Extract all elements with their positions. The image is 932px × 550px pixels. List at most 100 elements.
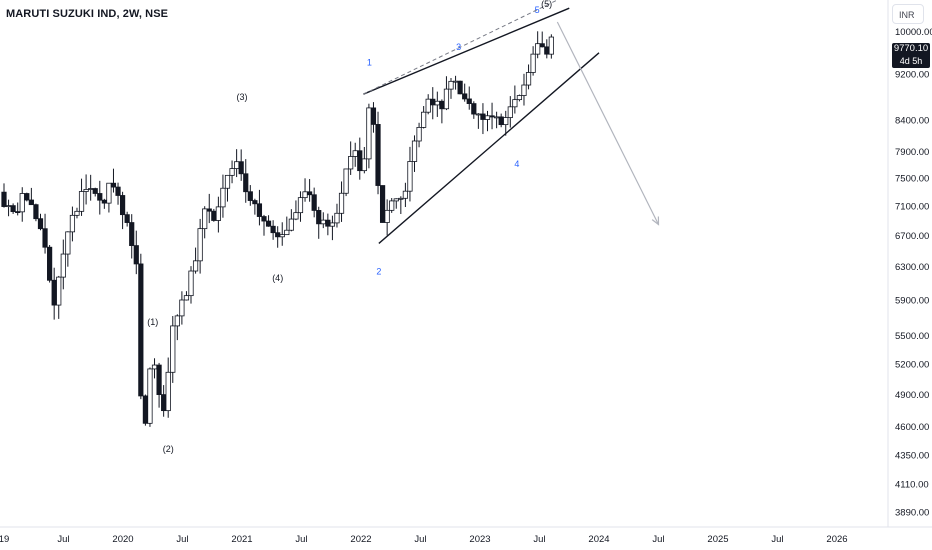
candle-up[interactable] [338,192,345,214]
candle-down[interactable] [10,205,16,213]
candle-down[interactable] [370,107,377,125]
candle-up[interactable] [78,191,85,212]
candle-up[interactable] [334,212,340,224]
candle-up[interactable] [425,98,431,113]
candle-up[interactable] [215,206,221,221]
candle-down[interactable] [133,245,139,265]
candle-up[interactable] [88,188,94,190]
candle-down[interactable] [28,199,34,206]
candle-down[interactable] [357,150,363,172]
candle-up[interactable] [56,276,62,306]
candle-up[interactable] [302,191,308,199]
candle-up[interactable] [407,161,413,192]
candle-down[interactable] [101,199,107,204]
candle-down[interactable] [539,43,545,48]
dashed-trendline[interactable] [363,0,558,95]
candle-up[interactable] [297,197,304,214]
candle-up[interactable] [384,209,390,223]
candle-up[interactable] [165,371,171,412]
candle-up[interactable] [521,84,527,96]
candle-down[interactable] [97,193,103,201]
candle-up[interactable] [147,368,153,424]
candle-down[interactable] [47,246,53,281]
candle-up[interactable] [202,208,208,230]
candle-up[interactable] [507,106,513,118]
candle-down[interactable] [211,210,217,221]
candle-down[interactable] [466,98,472,104]
candle-up[interactable] [320,219,326,225]
candle-up[interactable] [179,299,185,317]
candle-up[interactable] [475,113,481,116]
candle-down[interactable] [15,211,21,214]
candle-down[interactable] [119,195,126,216]
candle-down[interactable] [439,100,445,110]
currency-button[interactable]: INR [892,4,924,24]
candle-down[interactable] [307,191,313,196]
candle-up[interactable] [19,193,25,213]
candle-down[interactable] [480,113,486,120]
candle-up[interactable] [421,111,427,128]
candle-up[interactable] [284,229,290,236]
candle-down[interactable] [462,93,468,100]
candle-up[interactable] [452,80,459,83]
candle-down[interactable] [33,204,39,220]
candle-up[interactable] [174,315,180,327]
candle-down[interactable] [243,173,249,193]
candle-down[interactable] [24,193,30,201]
candle-up[interactable] [448,80,454,90]
candle-down[interactable] [252,200,258,205]
wedge-trendline[interactable] [363,7,570,95]
candle-up[interactable] [503,117,509,126]
candle-down[interactable] [51,279,57,306]
candle-up[interactable] [535,43,541,55]
candle-up[interactable] [60,253,66,278]
candle-up[interactable] [83,189,89,192]
candle-up[interactable] [293,212,299,220]
candle-up[interactable] [192,260,199,272]
candle-up[interactable] [484,115,491,120]
candle-up[interactable] [151,364,158,370]
candle-up[interactable] [494,116,500,119]
candle-down[interactable] [275,232,281,238]
candle-up[interactable] [65,231,71,255]
candle-down[interactable] [138,263,144,397]
candle-down[interactable] [375,124,381,186]
candle-up[interactable] [366,107,372,160]
candle-up[interactable] [5,205,12,208]
candle-down[interactable] [498,116,504,126]
candle-up[interactable] [234,161,240,169]
candle-up[interactable] [183,295,190,301]
candle-down[interactable] [256,203,263,217]
candle-down[interactable] [161,394,167,412]
candle-up[interactable] [389,200,395,211]
candle-up[interactable] [188,270,194,297]
candle-down[interactable] [379,185,386,223]
candle-up[interactable] [434,100,440,106]
candle-up[interactable] [229,168,235,176]
candle-up[interactable] [516,95,523,101]
candle-up[interactable] [402,190,408,199]
candle-down[interactable] [471,103,477,115]
candle-up[interactable] [398,197,404,200]
candle-up[interactable] [279,234,285,238]
candle-up[interactable] [411,140,418,162]
candle-up[interactable] [393,198,399,202]
candle-down[interactable] [42,228,48,248]
candle-down[interactable] [115,186,121,196]
candle-down[interactable] [238,161,244,175]
candle-up[interactable] [197,228,203,262]
candle-down[interactable] [265,220,272,227]
candle-down[interactable] [124,214,130,223]
candle-down[interactable] [270,225,276,234]
candle-up[interactable] [512,99,518,108]
candle-down[interactable] [311,194,317,211]
candle-up[interactable] [224,174,231,189]
candle-up[interactable] [361,158,367,172]
candle-down[interactable] [156,364,162,395]
candle-down[interactable] [325,219,331,227]
projection-arrow[interactable] [556,21,660,225]
candle-down[interactable] [1,191,7,207]
wedge-trendline[interactable] [378,52,600,244]
candle-up[interactable] [530,53,536,73]
